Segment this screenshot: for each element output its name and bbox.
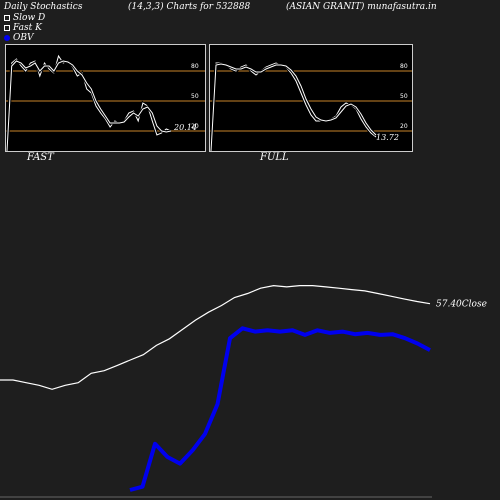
full-series-slow-d: [210, 63, 377, 151]
chart-title: Daily Stochastics: [4, 2, 83, 12]
legend-item-fast-k: Fast K: [4, 23, 42, 33]
close-end-label: 57.40Close: [436, 300, 487, 310]
fast-tick-label-80: 80: [191, 63, 199, 70]
legend-item-slow-d: Slow D: [4, 13, 45, 23]
fast-series-outline-1: [6, 59, 172, 151]
fast-series-slow-d: [6, 60, 172, 151]
fast-last-value-label: 20.14: [173, 123, 197, 132]
fast-series-outline-0: [6, 52, 172, 151]
full-last-value-label: 13.72: [376, 133, 399, 142]
fast-series-fast-k: [6, 54, 172, 151]
chart-subtitle: (14,3,3) Charts for 532888: [128, 2, 251, 12]
full-tick-label-20: 20: [400, 123, 408, 130]
chart-source: (ASIAN GRANIT) munafasutra.in: [286, 2, 437, 12]
full-tick-label-50: 50: [400, 93, 408, 100]
fast-panel-label: FAST: [27, 152, 54, 163]
price-obv-chart: 57.40Close: [0, 284, 487, 498]
obv-line: [129, 326, 431, 492]
fast-tick-label-50: 50: [191, 93, 199, 100]
close-price-line: [0, 284, 431, 390]
slow-d-swatch: [4, 15, 10, 21]
legend-label-fast-k: Fast K: [13, 23, 42, 33]
full-panel-label: FULL: [260, 152, 289, 163]
fast-stochastic-panel: 80 50 20 20.14: [5, 44, 206, 152]
full-tick-label-80: 80: [400, 63, 408, 70]
obv-swatch: [4, 35, 10, 41]
legend-label-slow-d: Slow D: [13, 13, 46, 23]
fast-k-swatch: [4, 25, 10, 31]
full-stochastic-panel: 80 50 20 13.72: [209, 44, 413, 152]
legend-item-obv: OBV: [4, 33, 34, 43]
fast-tick-label-20: 20: [191, 123, 199, 130]
legend-label-obv: OBV: [13, 33, 34, 43]
